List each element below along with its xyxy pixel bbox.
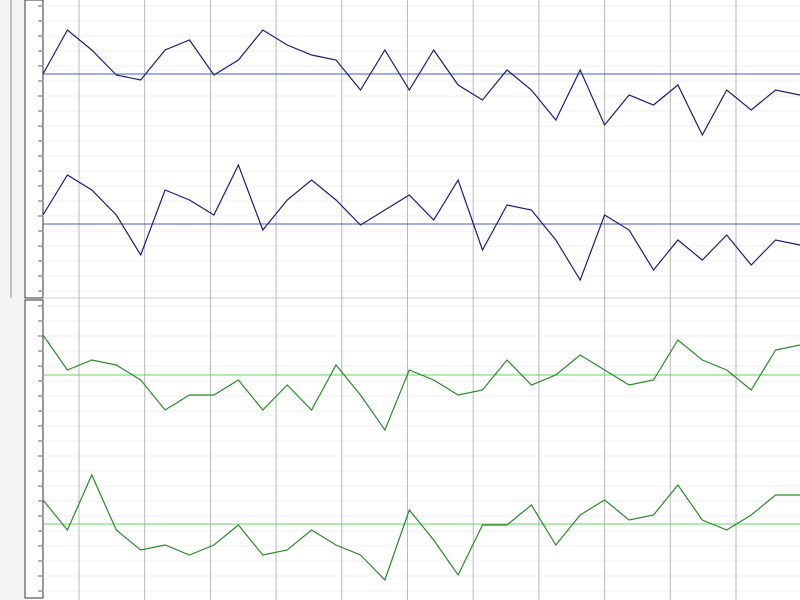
side-panel — [0, 0, 24, 600]
ruler-top — [24, 0, 44, 299]
waveform — [42, 29, 800, 137]
waveform — [42, 473, 800, 582]
waveform — [42, 163, 800, 282]
grid — [38, 0, 800, 600]
waveform — [42, 334, 800, 432]
ruler-bottom — [24, 299, 44, 599]
waveforms — [42, 29, 800, 582]
